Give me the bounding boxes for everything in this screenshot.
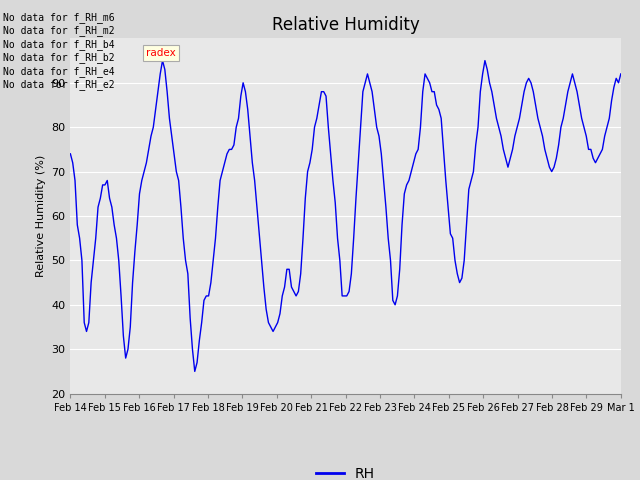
Text: No data for f_RH_m6: No data for f_RH_m6 — [3, 12, 115, 23]
Legend: RH: RH — [310, 461, 381, 480]
Text: No data for f_RH_b4: No data for f_RH_b4 — [3, 39, 115, 50]
Title: Relative Humidity: Relative Humidity — [272, 16, 419, 34]
Text: No data for f_RH_e2: No data for f_RH_e2 — [3, 79, 115, 90]
Text: radex: radex — [146, 48, 176, 58]
Text: No data for f_RH_m2: No data for f_RH_m2 — [3, 25, 115, 36]
Y-axis label: Relative Humidity (%): Relative Humidity (%) — [36, 155, 46, 277]
Text: No data for f_RH_b2: No data for f_RH_b2 — [3, 52, 115, 63]
Text: No data for f_RH_e4: No data for f_RH_e4 — [3, 66, 115, 77]
